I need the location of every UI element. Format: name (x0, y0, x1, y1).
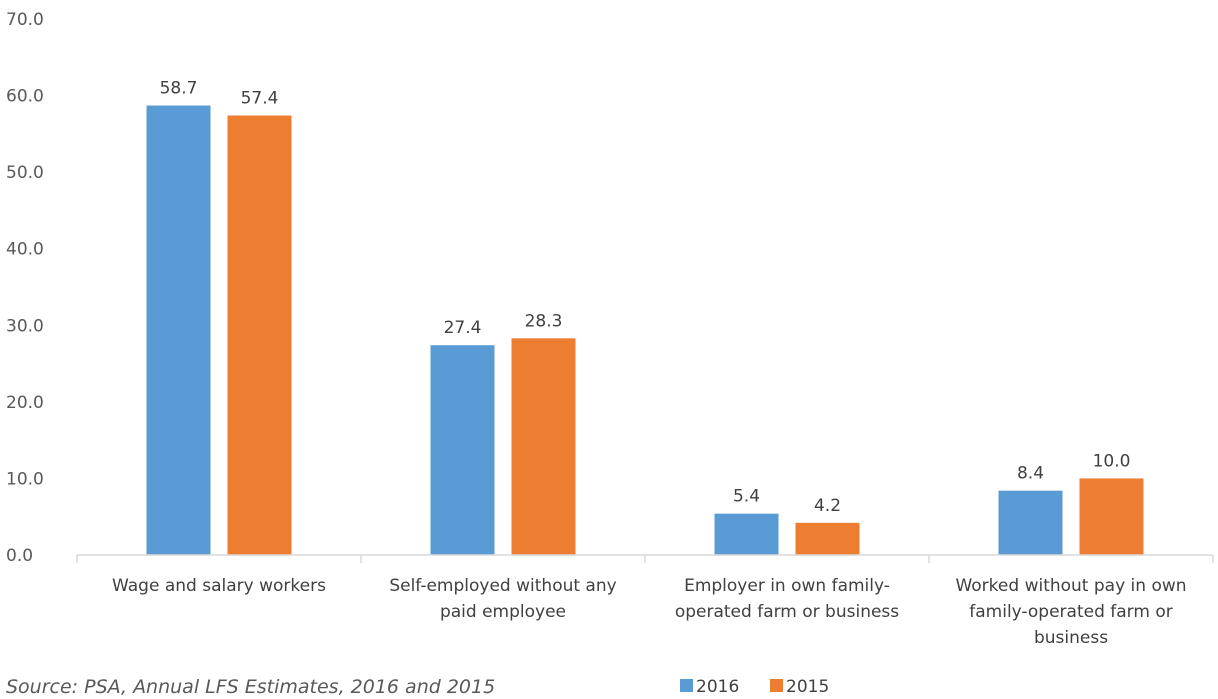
bar-2015 (795, 522, 860, 555)
legend-label: 2015 (786, 677, 829, 697)
y-tick-label: 20.0 (6, 393, 44, 413)
data-label: 5.4 (733, 487, 760, 507)
bar-2015 (227, 115, 292, 555)
legend-item-2015: 2015 (770, 677, 829, 697)
legend-label: 2016 (696, 677, 739, 697)
legend-swatch (680, 679, 693, 692)
data-label: 4.2 (814, 496, 841, 516)
x-category-label: Wage and salary workers (112, 576, 326, 596)
data-label: 28.3 (525, 311, 563, 331)
legend: 2016 2015 (680, 677, 829, 697)
y-tick-label: 50.0 (6, 163, 44, 183)
x-category-label: Self-employed without any paid employee (389, 576, 616, 622)
data-label: 57.4 (241, 88, 279, 108)
bar-2016 (714, 513, 779, 555)
bars (146, 105, 1144, 556)
bar-2016 (430, 345, 495, 555)
y-tick-label: 10.0 (6, 469, 44, 489)
y-tick-label: 30.0 (6, 316, 44, 336)
y-axis: 0.0 10.0 20.0 30.0 40.0 50.0 60.0 70.0 (6, 10, 44, 566)
bar-2016 (146, 105, 211, 556)
x-axis-labels: Wage and salary workers Self-employed wit… (112, 576, 1186, 648)
data-label: 27.4 (444, 318, 482, 338)
bar-2016 (998, 490, 1063, 555)
data-labels: 58.7 57.4 27.4 28.3 5.4 4.2 8.4 10.0 (160, 79, 1131, 516)
data-label: 8.4 (1017, 464, 1044, 484)
legend-swatch (770, 679, 783, 692)
bar-2015 (1079, 478, 1144, 555)
x-category-label: Employer in own family-operated farm or … (675, 576, 899, 622)
data-label: 10.0 (1093, 451, 1131, 471)
y-tick-label: 70.0 (6, 10, 44, 30)
bar-2015 (511, 338, 576, 555)
source-note: Source: PSA, Annual LFS Estimates, 2016 … (6, 676, 495, 698)
y-tick-label: 60.0 (6, 87, 44, 107)
x-category-label: Worked without pay in own family-operated… (955, 576, 1186, 648)
legend-item-2016: 2016 (680, 677, 739, 697)
y-tick-label: 0.0 (6, 546, 33, 566)
y-tick-label: 40.0 (6, 240, 44, 260)
data-label: 58.7 (160, 79, 198, 99)
x-axis-ticks (76, 555, 1214, 563)
